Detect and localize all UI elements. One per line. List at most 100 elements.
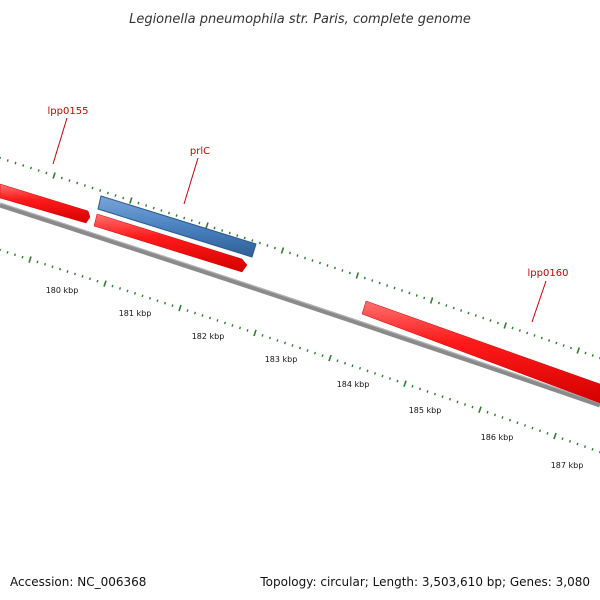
- gene-label-prlC: prlC: [190, 146, 210, 157]
- minor-tick: [493, 413, 497, 417]
- scale-label: 187 kbp: [551, 461, 584, 470]
- minor-tick: [426, 390, 429, 393]
- minor-tick: [333, 266, 336, 270]
- minor-tick: [501, 416, 504, 419]
- minor-tick: [133, 292, 137, 295]
- minor-tick: [148, 296, 152, 300]
- minor-tick: [236, 234, 239, 237]
- minor-tick: [489, 319, 492, 322]
- minor-tick: [313, 351, 317, 355]
- minor-tick: [441, 395, 444, 399]
- minor-tick: [373, 372, 377, 375]
- minor-tick: [460, 309, 463, 312]
- major-tick: [205, 222, 209, 229]
- minor-tick: [288, 251, 292, 255]
- minor-tick: [508, 418, 512, 422]
- gene-lpp0155-feature[interactable]: [0, 183, 91, 224]
- major-tick: [553, 432, 557, 440]
- minor-tick: [561, 437, 564, 441]
- minor-tick: [303, 256, 307, 260]
- minor-tick: [68, 179, 71, 182]
- minor-tick: [246, 329, 249, 332]
- major-tick: [478, 406, 482, 413]
- major-tick: [280, 247, 285, 254]
- major-tick: [52, 172, 56, 179]
- minor-tick: [193, 311, 197, 315]
- gene-lpp0160-feature[interactable]: [361, 300, 600, 404]
- minor-tick: [516, 421, 519, 425]
- major-tick: [429, 297, 434, 304]
- gene-prlC-feature[interactable]: [97, 195, 257, 258]
- minor-tick: [486, 410, 489, 414]
- scale-label: 181 kbp: [119, 309, 152, 318]
- minor-tick: [540, 336, 543, 340]
- minor-tick: [183, 216, 186, 220]
- minor-tick: [45, 171, 48, 175]
- minor-tick: [296, 254, 299, 257]
- minor-tick: [386, 284, 389, 287]
- minor-tick: [111, 284, 114, 288]
- minor-tick: [283, 341, 287, 345]
- minor-tick: [175, 214, 178, 217]
- genome-backbone-highlight: [0, 202, 600, 404]
- minor-tick: [228, 231, 231, 235]
- map-title: Legionella pneumophila str. Paris, compl…: [129, 12, 471, 27]
- major-tick: [253, 329, 257, 337]
- major-tick: [328, 354, 332, 362]
- minor-tick: [266, 244, 269, 247]
- minor-tick: [137, 201, 140, 205]
- minor-tick: [531, 426, 534, 430]
- minor-tick: [298, 346, 302, 350]
- minor-tick: [363, 276, 366, 280]
- gene-unnamed-feature[interactable]: [93, 213, 248, 273]
- minor-tick: [58, 267, 62, 271]
- minor-tick: [569, 346, 573, 350]
- minor-tick: [311, 259, 314, 262]
- minor-tick: [221, 229, 224, 232]
- minor-tick: [518, 329, 521, 332]
- minor-tick: [216, 319, 219, 322]
- minor-tick: [96, 279, 99, 283]
- minor-tick: [321, 354, 324, 357]
- minor-tick: [73, 272, 77, 276]
- minor-tick: [591, 447, 594, 451]
- minor-tick: [366, 369, 369, 373]
- minor-tick: [341, 269, 344, 272]
- minor-tick: [198, 221, 201, 225]
- major-tick: [103, 280, 107, 287]
- minor-tick: [526, 331, 529, 335]
- major-tick: [129, 197, 133, 204]
- minor-tick: [51, 265, 54, 269]
- major-tick: [576, 347, 581, 354]
- minor-tick: [336, 359, 339, 363]
- minor-tick: [318, 261, 322, 265]
- minor-tick: [201, 314, 204, 317]
- minor-tick: [423, 296, 426, 300]
- minor-tick: [273, 246, 276, 250]
- minor-tick: [171, 304, 174, 307]
- minor-tick: [396, 379, 399, 383]
- scale-label: 184 kbp: [337, 380, 370, 389]
- minor-tick: [190, 219, 193, 222]
- major-tick: [403, 380, 407, 388]
- minor-tick: [555, 341, 558, 345]
- outer-tick-track: [0, 156, 600, 360]
- minor-tick: [351, 364, 354, 368]
- minor-tick: [22, 164, 25, 167]
- minor-tick: [463, 403, 467, 406]
- minor-tick: [538, 429, 542, 433]
- minor-tick: [381, 374, 384, 378]
- minor-tick: [511, 326, 514, 330]
- minor-tick: [583, 445, 587, 449]
- minor-tick: [591, 354, 594, 357]
- minor-tick: [21, 255, 24, 259]
- minor-tick: [400, 289, 404, 292]
- major-tick: [28, 256, 32, 263]
- minor-tick: [523, 424, 527, 427]
- minor-tick: [433, 392, 437, 396]
- minor-tick: [14, 161, 17, 165]
- minor-tick: [562, 344, 565, 347]
- minor-tick: [437, 301, 441, 305]
- genome-summary-text: Topology: circular; Length: 3,503,610 bp…: [259, 575, 590, 589]
- minor-tick: [29, 166, 32, 170]
